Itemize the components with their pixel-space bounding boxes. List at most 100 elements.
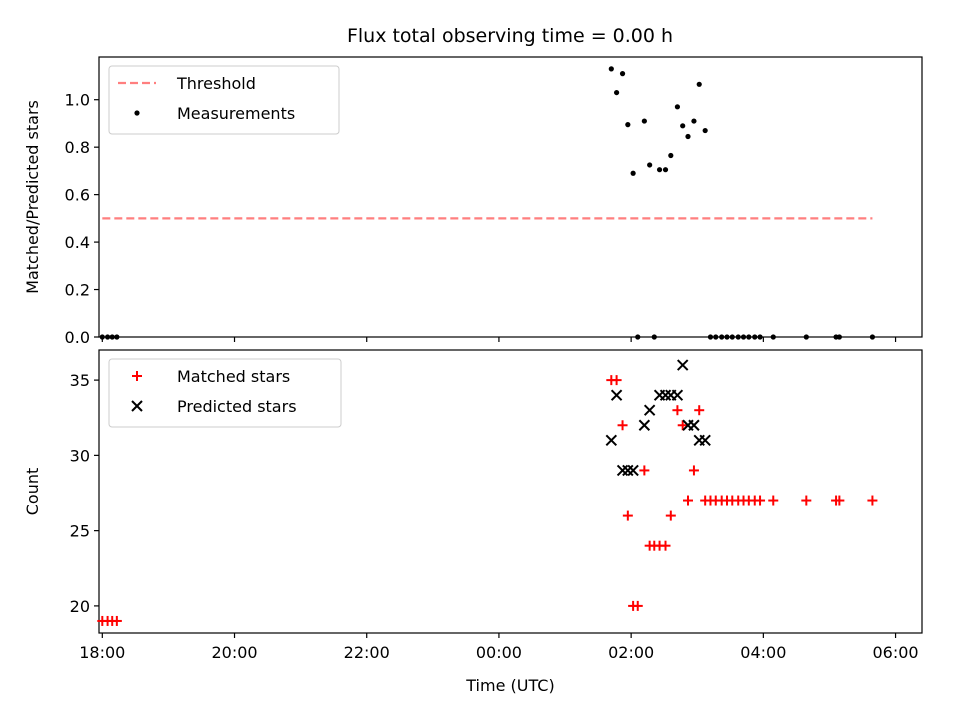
x-b (638, 419, 651, 431)
data-point (641, 118, 647, 124)
data-point (672, 405, 683, 416)
data-point (643, 404, 656, 416)
data-point (662, 167, 669, 173)
data-point (688, 419, 700, 431)
series-1 (99, 66, 876, 340)
legend: Threshold Measurements (108, 65, 340, 135)
legend-swatch (134, 110, 140, 116)
data-layer (97, 359, 878, 626)
x-tick-label: 00:00 (476, 643, 522, 662)
x-tick-label: 06:00 (873, 643, 919, 662)
data-point (674, 104, 681, 110)
data-point (635, 334, 641, 340)
legend-swatch (132, 371, 142, 381)
data-point (682, 495, 693, 506)
x-tick-label: 04:00 (740, 643, 786, 662)
data-point (608, 66, 614, 72)
data-point (651, 334, 657, 340)
data-layer (99, 66, 876, 340)
legend: Matched stars Predicted stars (108, 358, 342, 428)
x-tick-label: 20:00 (211, 643, 257, 662)
data-point (613, 89, 620, 96)
data-point (647, 162, 653, 168)
data-point (713, 334, 719, 340)
data-point (111, 615, 122, 626)
data-point (630, 170, 636, 176)
data-point (622, 510, 633, 521)
data-point (752, 334, 758, 340)
data-point (680, 123, 686, 129)
data-point (99, 334, 105, 340)
data-point (676, 359, 689, 371)
data-point (104, 334, 111, 340)
y-tick-label: 0.0 (65, 328, 90, 347)
data-point (699, 434, 711, 447)
data-point (668, 152, 674, 159)
y-tick-label: 0.8 (65, 138, 90, 157)
data-point (109, 334, 115, 340)
y-tick-label: 20 (70, 597, 90, 616)
data-point (724, 334, 730, 340)
data-point (707, 334, 714, 340)
plot-frame (98, 56, 923, 338)
data-point (869, 334, 876, 340)
data-point (836, 334, 842, 340)
y-tick-label: 25 (70, 522, 90, 541)
data-point (114, 334, 120, 340)
data-point (746, 334, 752, 340)
legend-swatch (131, 400, 143, 412)
y-axis-title: Matched/Predicted stars (23, 100, 42, 294)
series-2 (605, 359, 711, 477)
data-point (665, 510, 676, 521)
data-point (605, 434, 618, 447)
x-b (676, 359, 689, 371)
legend-label: Matched stars (177, 367, 290, 386)
data-point (867, 495, 878, 506)
x-b (610, 389, 623, 401)
x-b (627, 464, 639, 477)
x-tick-label: 02:00 (608, 643, 654, 662)
top-panel: 0.0 0.2 0.4 0.6 0.8 1.0 Matched/Predicted star… (23, 56, 923, 347)
data-point (639, 465, 650, 476)
data-point (696, 81, 702, 87)
data-point (755, 495, 766, 506)
data-point (834, 495, 845, 506)
data-point (632, 600, 643, 611)
data-point (803, 334, 809, 340)
x-tick-label: 22:00 (344, 643, 390, 662)
data-point (671, 389, 684, 401)
x-tick-label: 18:00 (79, 643, 125, 662)
data-point (611, 375, 622, 386)
data-point (619, 71, 626, 77)
y-tick-label: 1.0 (65, 91, 90, 110)
y-tick-label: 0.2 (65, 281, 90, 300)
data-point (770, 334, 776, 340)
data-point (617, 420, 628, 431)
data-point (610, 389, 623, 401)
y-tick-label: 35 (70, 371, 90, 390)
series-1 (97, 375, 878, 626)
x-b (131, 400, 143, 412)
x-b (643, 404, 656, 416)
x-b (605, 434, 618, 447)
chart-title: Flux total observing time = 0.00 h (347, 25, 673, 47)
data-point (656, 167, 663, 173)
data-point (702, 127, 708, 134)
y-axis-title: Count (23, 468, 42, 516)
y-tick-label: 0.6 (65, 186, 90, 205)
plot-frame (98, 349, 923, 634)
data-point (688, 465, 699, 476)
x-axis-title: Time (UTC) (465, 676, 554, 695)
data-point (660, 540, 671, 551)
data-point (740, 334, 747, 340)
data-point (729, 334, 735, 340)
legend-label: Threshold (176, 74, 256, 93)
data-point (677, 420, 688, 431)
data-point (627, 464, 639, 477)
legend-frame (108, 65, 340, 135)
legend-frame (108, 358, 342, 428)
data-point (801, 495, 812, 506)
x-b (699, 434, 711, 447)
data-point (691, 118, 697, 124)
